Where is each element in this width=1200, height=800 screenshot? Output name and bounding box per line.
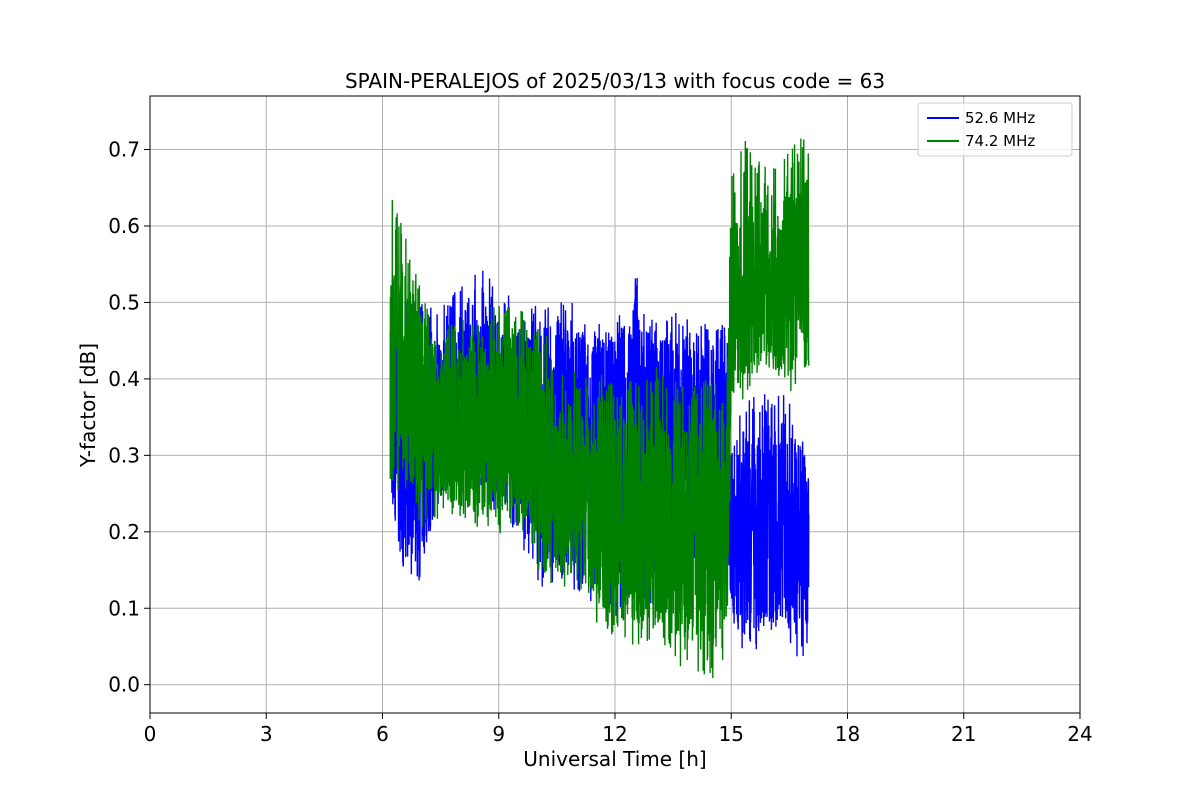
y-tick-label-2: 0.2 xyxy=(108,520,140,544)
legend: 52.6 MHz 74.2 MHz xyxy=(917,102,1073,157)
x-tick-label-0: 0 xyxy=(144,722,157,746)
x-tick-label-7: 21 xyxy=(951,722,976,746)
x-tick-label-6: 18 xyxy=(835,722,860,746)
legend-label-74-2: 74.2 MHz xyxy=(965,132,1035,150)
y-tick-label-6: 0.6 xyxy=(108,214,140,238)
y-tick-label-7: 0.7 xyxy=(108,138,140,162)
x-axis-ticks: 0 3 6 9 12 15 18 21 24 xyxy=(144,713,1093,746)
legend-label-52-6: 52.6 MHz xyxy=(965,109,1035,127)
x-tick-label-2: 6 xyxy=(376,722,389,746)
chart-title: SPAIN-PERALEJOS of 2025/03/13 with focus… xyxy=(345,69,885,93)
plot-area xyxy=(389,138,810,679)
x-tick-label-5: 15 xyxy=(719,722,744,746)
y-tick-label-4: 0.4 xyxy=(108,367,140,391)
y-tick-label-5: 0.5 xyxy=(108,290,140,314)
legend-box xyxy=(917,102,1073,157)
y-axis-label: Y-factor [dB] xyxy=(76,343,100,468)
y-tick-label-0: 0.0 xyxy=(108,673,140,697)
y-tick-label-3: 0.3 xyxy=(108,443,140,467)
x-tick-label-1: 3 xyxy=(260,722,273,746)
series-line-1 xyxy=(389,138,810,679)
y-tick-label-1: 0.1 xyxy=(108,596,140,620)
x-axis-label: Universal Time [h] xyxy=(523,747,706,771)
x-tick-label-8: 24 xyxy=(1067,722,1092,746)
series-layer xyxy=(389,138,810,679)
y-axis-ticks: 0.0 0.1 0.2 0.3 0.4 0.5 0.6 0.7 xyxy=(108,138,150,697)
x-tick-label-3: 9 xyxy=(492,722,505,746)
x-tick-label-4: 12 xyxy=(602,722,627,746)
